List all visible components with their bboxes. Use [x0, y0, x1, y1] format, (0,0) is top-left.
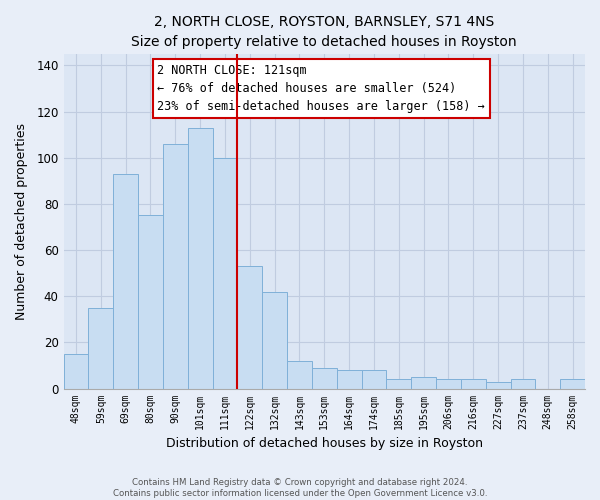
Bar	[511, 380, 535, 388]
Bar	[312, 368, 337, 388]
Bar	[64, 354, 88, 388]
Bar	[436, 380, 461, 388]
Bar	[88, 308, 113, 388]
Bar	[238, 266, 262, 388]
Bar	[138, 216, 163, 388]
Y-axis label: Number of detached properties: Number of detached properties	[15, 122, 28, 320]
Bar	[461, 380, 485, 388]
Bar	[212, 158, 238, 388]
Bar	[560, 380, 585, 388]
Text: 2 NORTH CLOSE: 121sqm
← 76% of detached houses are smaller (524)
23% of semi-det: 2 NORTH CLOSE: 121sqm ← 76% of detached …	[157, 64, 485, 113]
Bar	[411, 377, 436, 388]
Title: 2, NORTH CLOSE, ROYSTON, BARNSLEY, S71 4NS
Size of property relative to detached: 2, NORTH CLOSE, ROYSTON, BARNSLEY, S71 4…	[131, 15, 517, 48]
Bar	[163, 144, 188, 388]
Bar	[485, 382, 511, 388]
Bar	[362, 370, 386, 388]
Bar	[113, 174, 138, 388]
Bar	[337, 370, 362, 388]
Bar	[287, 361, 312, 388]
Text: Contains HM Land Registry data © Crown copyright and database right 2024.
Contai: Contains HM Land Registry data © Crown c…	[113, 478, 487, 498]
X-axis label: Distribution of detached houses by size in Royston: Distribution of detached houses by size …	[166, 437, 483, 450]
Bar	[188, 128, 212, 388]
Bar	[386, 380, 411, 388]
Bar	[262, 292, 287, 388]
